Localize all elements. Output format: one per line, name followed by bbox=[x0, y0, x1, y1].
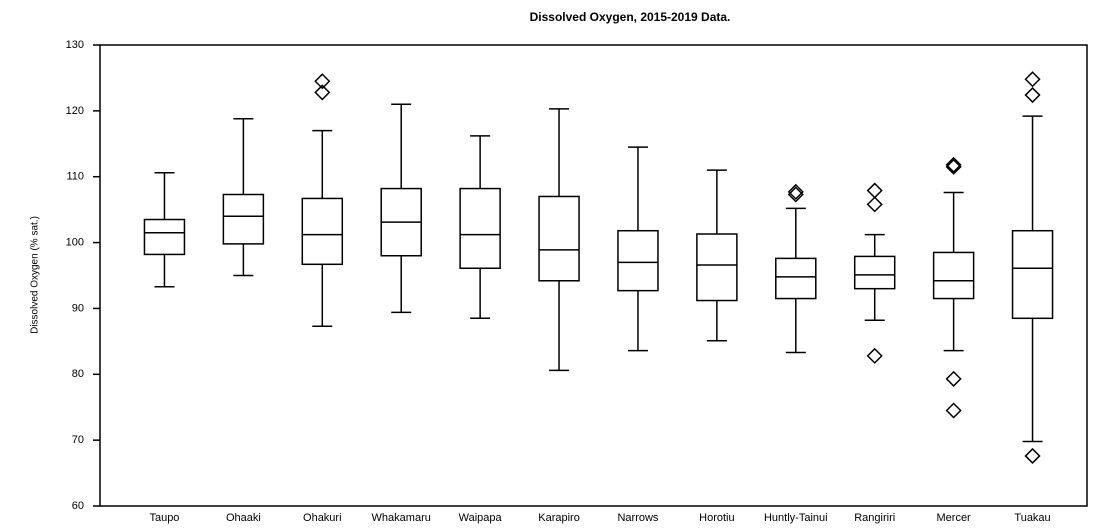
y-axis-label: Dissolved Oxygen (% sat.) bbox=[30, 216, 41, 334]
outlier bbox=[787, 183, 804, 200]
y-tick-label: 70 bbox=[72, 434, 84, 446]
x-tick-label: Mercer bbox=[937, 512, 972, 524]
outlier bbox=[866, 196, 883, 213]
y-tick-label: 110 bbox=[66, 171, 84, 183]
outlier bbox=[1024, 71, 1041, 88]
y-tick-label: 100 bbox=[66, 236, 84, 248]
box bbox=[538, 195, 580, 282]
outlier bbox=[1024, 447, 1041, 465]
chart-title: Dissolved Oxygen, 2015-2019 Data. bbox=[530, 10, 731, 24]
plot-frame bbox=[99, 44, 1088, 507]
x-tick-label: Horotiu bbox=[699, 512, 734, 524]
y-tick-label: 120 bbox=[66, 105, 84, 117]
x-tick-label: Ohaaki bbox=[226, 512, 261, 524]
box bbox=[222, 193, 265, 245]
box bbox=[932, 251, 975, 300]
y-tick-label: 130 bbox=[66, 39, 84, 51]
x-tick-label: Whakamaru bbox=[372, 512, 431, 524]
y-tick-label: 80 bbox=[72, 368, 84, 380]
box bbox=[696, 233, 738, 302]
outlier bbox=[945, 156, 962, 173]
x-tick-label: Huntly-Tainui bbox=[764, 512, 828, 524]
x-tick-label: Narrows bbox=[617, 512, 658, 524]
x-tick-label: Karapiro bbox=[538, 512, 580, 524]
x-tick-label: Tuakau bbox=[1014, 512, 1050, 524]
outlier bbox=[945, 402, 962, 419]
x-tick-label: Rangiriri bbox=[854, 512, 895, 524]
outlier bbox=[866, 182, 883, 199]
y-tick-label: 60 bbox=[72, 500, 84, 512]
x-tick-label: Waipapa bbox=[459, 512, 503, 524]
box bbox=[301, 197, 344, 266]
outlier bbox=[314, 84, 331, 101]
box bbox=[775, 257, 817, 300]
y-tick-label: 90 bbox=[72, 302, 84, 314]
box bbox=[853, 255, 896, 290]
outlier bbox=[945, 370, 962, 387]
box bbox=[1011, 229, 1054, 320]
outlier bbox=[787, 186, 804, 203]
outlier bbox=[314, 73, 331, 90]
box bbox=[459, 187, 501, 270]
x-tick-label: Taupo bbox=[149, 512, 179, 524]
x-tick-label: Ohakuri bbox=[303, 512, 342, 524]
box bbox=[617, 229, 659, 292]
box bbox=[143, 218, 186, 256]
outlier bbox=[866, 347, 883, 364]
outlier bbox=[945, 158, 962, 175]
outlier bbox=[1024, 86, 1041, 104]
